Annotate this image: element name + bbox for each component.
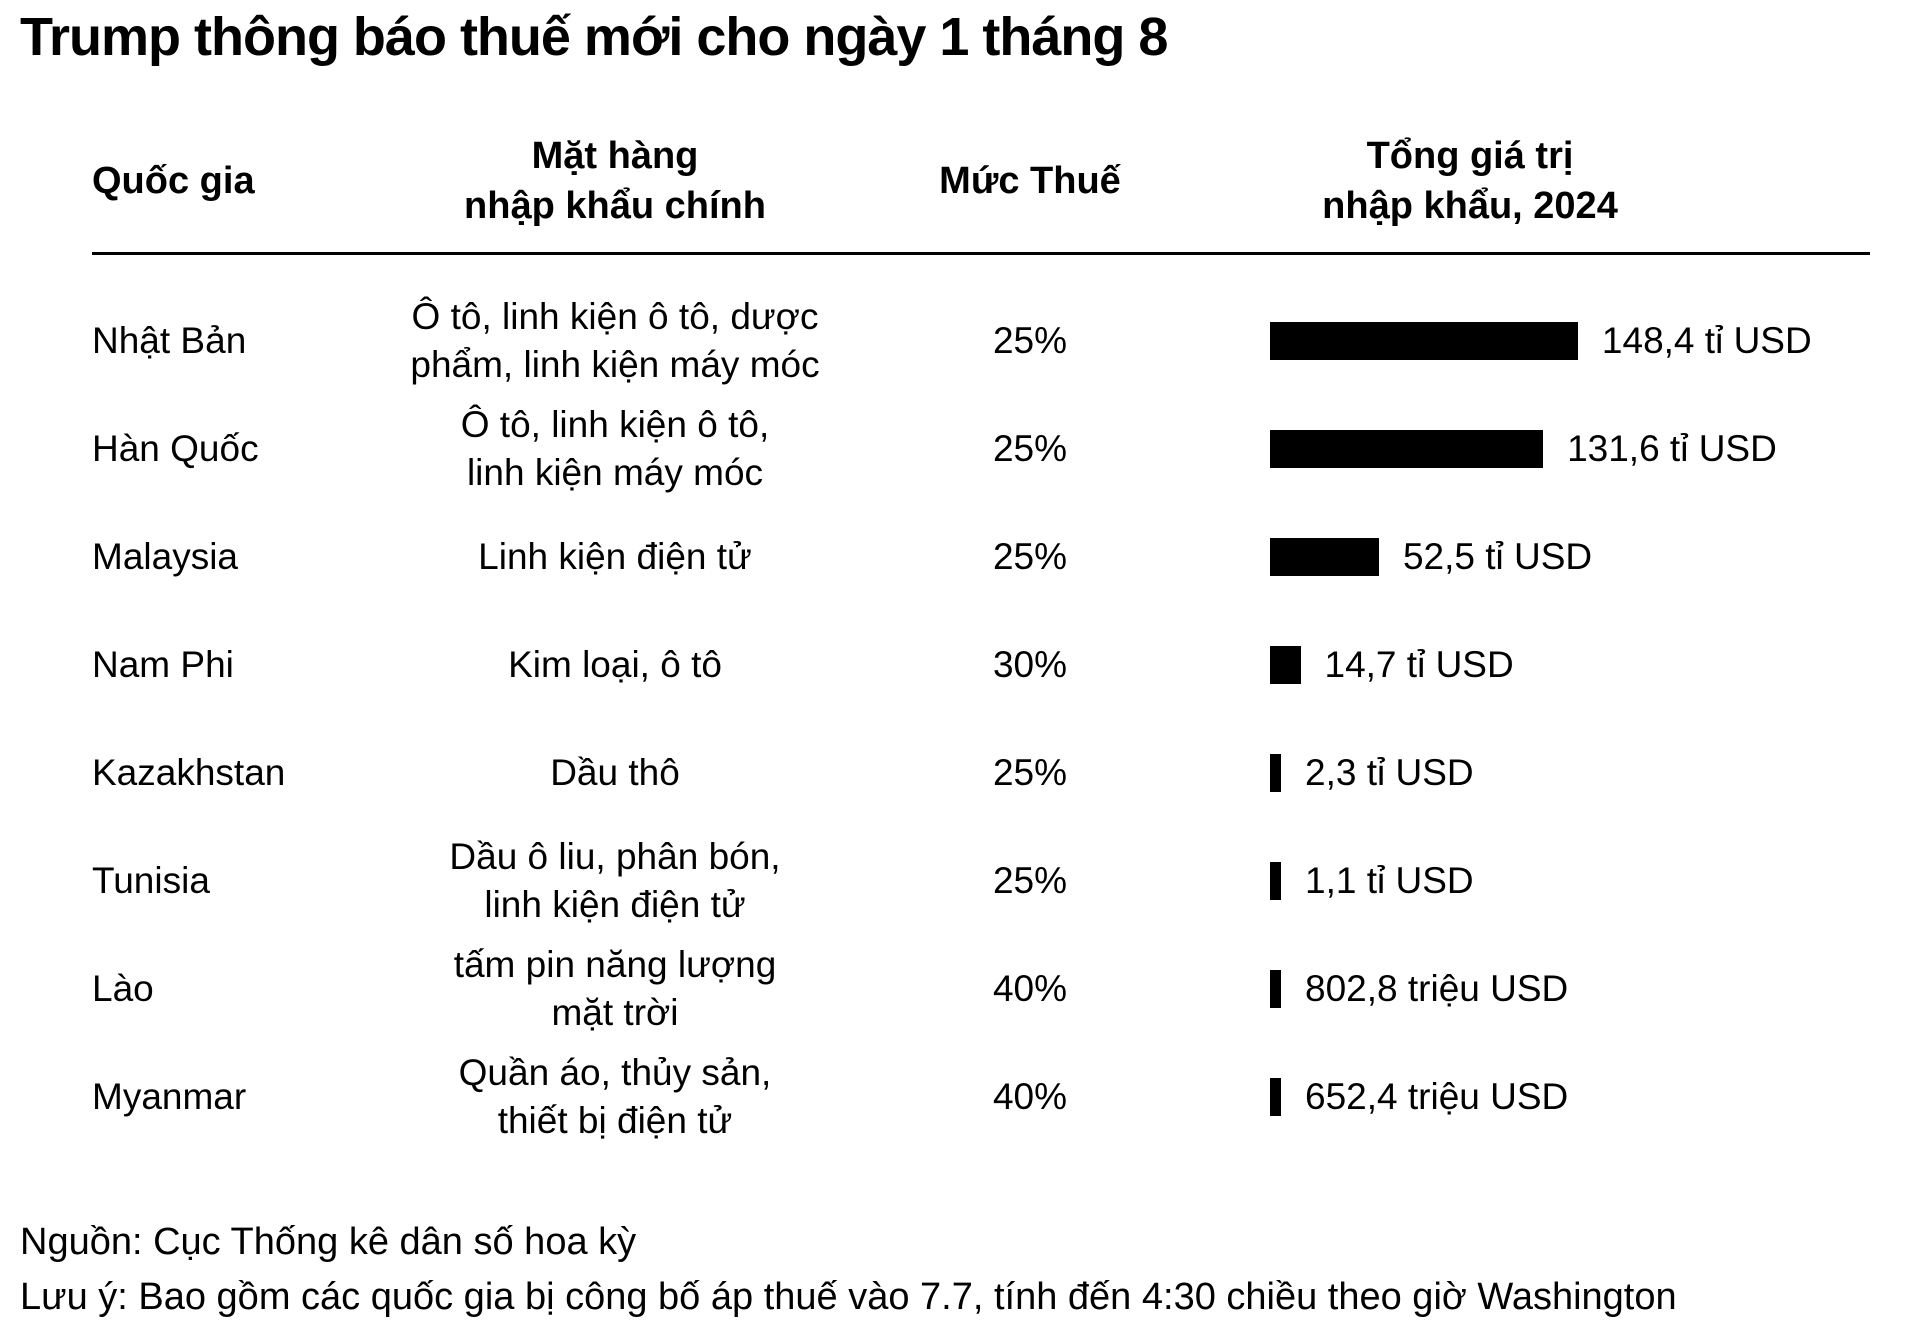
- tariff-rate-label: 25%: [992, 859, 1068, 901]
- import-value-bar: [1270, 1078, 1281, 1116]
- tariff-rate-label: 30%: [992, 643, 1068, 685]
- header-tariff: Mức Thuế: [939, 159, 1121, 202]
- table-row: Hàn Quốc Ô tô, linh kiện ô tô, linh kiện…: [92, 395, 1870, 503]
- import-value-bar: [1270, 430, 1544, 468]
- tariff-rate-label: 25%: [992, 751, 1068, 793]
- tariff-table: Quốc gia Mặt hàng nhập khẩu chính Mức Th…: [92, 110, 1870, 1151]
- main-imports-label: Ô tô, linh kiện ô tô, dược phẩm, linh ki…: [410, 295, 820, 385]
- import-value-label: 148,4 tỉ USD: [1601, 319, 1812, 361]
- country-label: Kazakhstan: [92, 751, 286, 793]
- country-label: Nhật Bản: [92, 319, 247, 361]
- main-imports-label: Quần áo, thủy sản, thiết bị điện tử: [458, 1051, 772, 1141]
- main-imports-label: Kim loại, ô tô: [508, 643, 722, 685]
- import-value-bar: [1270, 538, 1379, 576]
- import-value-bar: [1270, 862, 1281, 900]
- footnotes: Nguồn: Cục Thống kê dân số hoa kỳ Lưu ý:…: [20, 1215, 1677, 1325]
- import-value-cell: 2,3 tỉ USD: [1180, 749, 1870, 797]
- country-label: Myanmar: [92, 1075, 247, 1117]
- table-row: Kazakhstan Dầu thô 25% 2,3 tỉ USD: [92, 719, 1870, 827]
- import-value-cell: 14,7 tỉ USD: [1180, 641, 1870, 689]
- table-row: Nhật Bản Ô tô, linh kiện ô tô, dược phẩm…: [92, 287, 1870, 395]
- import-value-cell: 148,4 tỉ USD: [1180, 317, 1870, 365]
- import-value-label: 52,5 tỉ USD: [1402, 535, 1593, 577]
- country-label: Nam Phi: [92, 643, 234, 685]
- import-value-label: 14,7 tỉ USD: [1324, 643, 1514, 685]
- import-value-bar: [1270, 646, 1301, 684]
- header-country: Quốc gia: [92, 159, 255, 202]
- table-row: Tunisia Dầu ô liu, phân bón, linh kiện đ…: [92, 827, 1870, 935]
- country-label: Tunisia: [92, 859, 210, 901]
- header-import-value: Tổng giá trị nhập khẩu, 2024: [1322, 134, 1618, 227]
- import-value-label: 131,6 tỉ USD: [1567, 427, 1777, 469]
- table-row: Nam Phi Kim loại, ô tô 30% 14,7 tỉ USD: [92, 611, 1870, 719]
- methodology-note: Lưu ý: Bao gồm các quốc gia bị công bố á…: [20, 1276, 1677, 1319]
- table-row: Lào tấm pin năng lượng mặt trời 40% 802,…: [92, 935, 1870, 1043]
- tariff-rate-label: 25%: [992, 427, 1068, 469]
- table-body: Nhật Bản Ô tô, linh kiện ô tô, dược phẩm…: [92, 287, 1870, 1151]
- table-row: Myanmar Quần áo, thủy sản, thiết bị điện…: [92, 1043, 1870, 1151]
- tariff-rate-label: 25%: [992, 319, 1068, 361]
- import-value-label: 802,8 triệu USD: [1305, 967, 1569, 1009]
- main-imports-label: Ô tô, linh kiện ô tô, linh kiện máy móc: [460, 403, 770, 493]
- tariff-rate-label: 40%: [992, 1075, 1068, 1117]
- country-label: Malaysia: [92, 535, 238, 577]
- import-value-bar: [1270, 970, 1281, 1008]
- import-value-cell: 652,4 triệu USD: [1180, 1073, 1870, 1121]
- main-imports-label: Linh kiện điện tử: [478, 535, 752, 577]
- tariff-rate-label: 40%: [992, 967, 1068, 1009]
- import-value-cell: 131,6 tỉ USD: [1180, 425, 1870, 473]
- import-value-bar: [1270, 754, 1281, 792]
- tariff-rate-label: 25%: [992, 535, 1068, 577]
- table-row: Malaysia Linh kiện điện tử 25% 52,5 tỉ U…: [92, 503, 1870, 611]
- import-value-label: 2,3 tỉ USD: [1305, 751, 1474, 793]
- header-imports: Mặt hàng nhập khẩu chính: [464, 134, 766, 227]
- source-note: Nguồn: Cục Thống kê dân số hoa kỳ: [20, 1221, 637, 1263]
- country-label: Lào: [92, 967, 154, 1009]
- country-label: Hàn Quốc: [92, 427, 259, 469]
- import-value-cell: 802,8 triệu USD: [1180, 965, 1870, 1013]
- import-value-bar: [1270, 322, 1578, 360]
- main-imports-label: tấm pin năng lượng mặt trời: [453, 943, 777, 1033]
- main-imports-label: Dầu thô: [550, 751, 680, 793]
- table-header-row: Quốc gia Mặt hàng nhập khẩu chính Mức Th…: [92, 110, 1870, 255]
- import-value-cell: 52,5 tỉ USD: [1180, 533, 1870, 581]
- chart-title: Trump thông báo thuế mới cho ngày 1 thán…: [20, 7, 1168, 67]
- main-imports-label: Dầu ô liu, phân bón, linh kiện điện tử: [449, 835, 781, 925]
- import-value-label: 1,1 tỉ USD: [1305, 859, 1474, 901]
- import-value-label: 652,4 triệu USD: [1305, 1075, 1569, 1117]
- import-value-cell: 1,1 tỉ USD: [1180, 857, 1870, 905]
